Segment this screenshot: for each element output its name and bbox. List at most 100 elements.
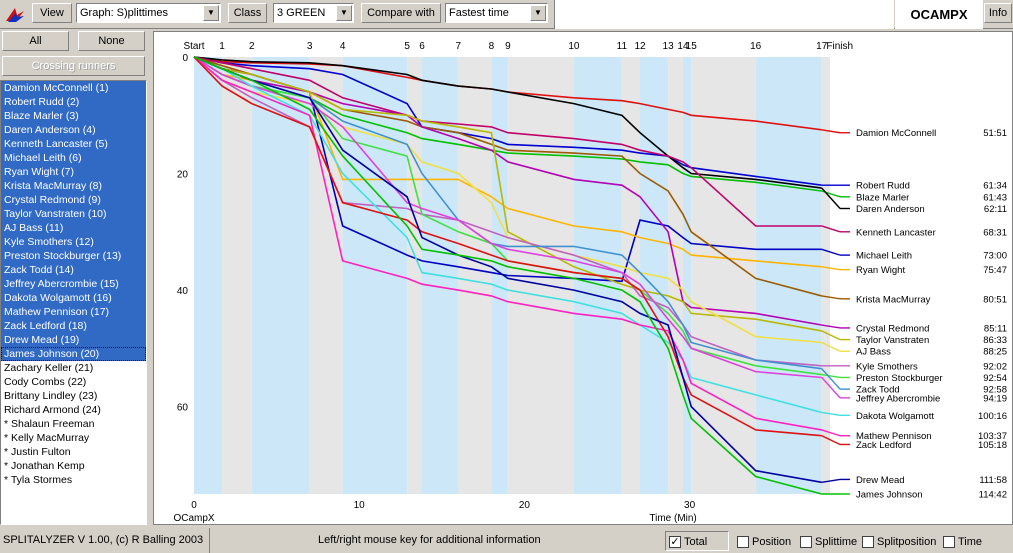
- control-band: [194, 57, 223, 494]
- runner-list-item[interactable]: Kyle Smothers (12): [1, 235, 146, 249]
- runner-list-item[interactable]: Zack Todd (14): [1, 263, 146, 277]
- runner-list-item[interactable]: * Justin Fulton: [4, 446, 71, 458]
- option-checkbox[interactable]: Splittime: [796, 531, 857, 551]
- series-line: [193, 56, 822, 227]
- runner-list-item[interactable]: Richard Armond (24): [4, 404, 101, 416]
- chevron-down-icon[interactable]: ▼: [203, 5, 219, 21]
- runner-list-item[interactable]: Brittany Lindley (23): [4, 390, 98, 402]
- view-label: View: [32, 3, 72, 23]
- series-time-label: 103:37: [978, 431, 1007, 442]
- control-label: 14: [677, 41, 689, 52]
- select-none-button[interactable]: None: [78, 31, 145, 51]
- runner-list-item[interactable]: Drew Mead (19): [1, 333, 146, 347]
- series-connector: [821, 330, 841, 341]
- control-label: 16: [750, 41, 762, 52]
- runner-list-item[interactable]: Michael Leith (6): [1, 151, 146, 165]
- runner-list-item[interactable]: Jeffrey Abercrombie (15): [1, 277, 146, 291]
- runner-list-item[interactable]: Daren Anderson (4): [1, 123, 146, 137]
- checkbox-icon[interactable]: [943, 536, 955, 548]
- runner-list-item[interactable]: Blaze Marler (3): [1, 109, 146, 123]
- runner-list-item[interactable]: * Shalaun Freeman: [4, 418, 95, 430]
- class-select[interactable]: 3 GREEN ▼: [273, 3, 354, 23]
- control-label: 17: [816, 41, 828, 52]
- splittimes-graph[interactable]: Start 1 2 3 4 5 6 7 8 9 10 11 12 13 14 15 16 17 Finish 0 20 4…: [153, 31, 1013, 525]
- checkbox-icon[interactable]: [800, 536, 812, 548]
- series-time-label: 85:11: [984, 323, 1007, 334]
- runner-list-item[interactable]: Zack Ledford (18): [1, 319, 146, 333]
- series-time-label: 68:31: [983, 227, 1007, 238]
- control-label: 8: [489, 41, 495, 52]
- x-tick-label: 0: [191, 500, 197, 511]
- compare-select-value: Fastest time: [449, 7, 509, 19]
- info-button[interactable]: Info: [984, 3, 1012, 23]
- series-connector: [821, 129, 841, 134]
- series-name-label: Zack Ledford: [856, 440, 911, 451]
- y-tick-label: 60: [177, 403, 189, 414]
- series-line: [193, 56, 822, 484]
- runner-list-item[interactable]: Dakota Wolgamott (16): [1, 291, 146, 305]
- option-checkbox[interactable]: Splitposition: [858, 531, 936, 551]
- runner-list-item[interactable]: Preston Stockburger (13): [1, 249, 146, 263]
- x-axis-label: Time (Min): [649, 513, 696, 524]
- option-label: Time behind: [958, 536, 983, 548]
- x-tick-label: 30: [684, 500, 696, 511]
- option-checkbox[interactable]: Position: [733, 531, 795, 551]
- series-time-label: 92:02: [983, 361, 1007, 372]
- runner-list-item[interactable]: Krista MacMurray (8): [1, 179, 146, 193]
- option-checkbox[interactable]: ✓Total time: [665, 531, 729, 551]
- runner-list-item[interactable]: * Tyla Stormes: [4, 474, 73, 486]
- series-time-label: 86:33: [983, 335, 1007, 346]
- series-name-label: Daren Anderson: [856, 204, 925, 215]
- x-tick-label: 20: [519, 500, 531, 511]
- runner-list-item[interactable]: * Jonathan Kemp: [4, 460, 85, 472]
- runner-list-item[interactable]: Taylor Vanstraten (10): [1, 207, 146, 221]
- series-line: [193, 56, 822, 379]
- runner-list-item[interactable]: Zachary Keller (21): [4, 362, 94, 374]
- runner-list-item[interactable]: Kenneth Lancaster (5): [1, 137, 146, 151]
- series-time-label: 111:58: [979, 475, 1007, 486]
- series-time-label: 114:42: [979, 490, 1007, 501]
- checkbox-icon[interactable]: [737, 536, 749, 548]
- x-tick-label: 10: [354, 500, 366, 511]
- series-time-label: 73:00: [983, 251, 1007, 262]
- chevron-down-icon[interactable]: ▼: [530, 5, 546, 21]
- control-label: 6: [419, 41, 425, 52]
- series-connector: [821, 324, 841, 329]
- runner-list-item[interactable]: Cody Combs (22): [4, 376, 87, 388]
- series-name-label: Krista MacMurray: [856, 294, 931, 305]
- runner-list-item[interactable]: AJ Bass (11): [1, 221, 146, 235]
- runner-list-item[interactable]: Ryan Wight (7): [1, 165, 146, 179]
- toolbar-spacer: [554, 0, 894, 29]
- runner-list-item[interactable]: Damion McConnell (1): [1, 81, 146, 95]
- runner-list-item[interactable]: * Kelly MacMurray: [4, 432, 90, 444]
- control-band: [621, 57, 641, 494]
- control-label: 11: [617, 41, 628, 52]
- crossing-runners-button[interactable]: Crossing runners: [2, 56, 145, 76]
- control-label: 3: [307, 41, 313, 52]
- runner-list-item[interactable]: James Johnson (20): [1, 347, 146, 361]
- option-checkbox[interactable]: Time behind: [939, 531, 1011, 551]
- runner-list[interactable]: Damion McConnell (1) Robert Rudd (2) Blaze…: [0, 80, 147, 525]
- compare-select[interactable]: Fastest time ▼: [445, 3, 548, 23]
- runner-list-item[interactable]: Robert Rudd (2): [1, 95, 146, 109]
- series-name-label: Kyle Smothers: [856, 361, 918, 372]
- series-name-label: Taylor Vanstraten: [856, 335, 929, 346]
- view-select-value: Graph: S)plittimes: [80, 7, 169, 19]
- series-connector: [821, 376, 841, 399]
- view-select[interactable]: Graph: S)plittimes ▼: [76, 3, 221, 23]
- control-label: 2: [249, 41, 255, 52]
- chevron-down-icon[interactable]: ▼: [336, 5, 352, 21]
- class-label: Class: [228, 3, 267, 23]
- series-time-label: 75:47: [983, 265, 1007, 276]
- series-name-label: Blaze Marler: [856, 192, 909, 203]
- control-band: [668, 57, 683, 494]
- checkbox-icon[interactable]: ✓: [669, 536, 681, 548]
- control-label: 10: [568, 41, 580, 52]
- option-label: Total time: [684, 536, 708, 548]
- runner-list-item[interactable]: Crystal Redmond (9): [1, 193, 146, 207]
- checkbox-icon[interactable]: [862, 536, 874, 548]
- runner-list-item[interactable]: Mathew Pennison (17): [1, 305, 146, 319]
- control-label: Start: [183, 41, 204, 52]
- select-all-button[interactable]: All: [2, 31, 69, 51]
